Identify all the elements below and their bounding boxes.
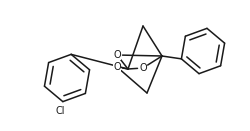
Text: Cl: Cl (55, 106, 64, 116)
Text: O: O (113, 50, 121, 60)
Text: O: O (139, 63, 147, 73)
Text: O: O (113, 62, 121, 72)
